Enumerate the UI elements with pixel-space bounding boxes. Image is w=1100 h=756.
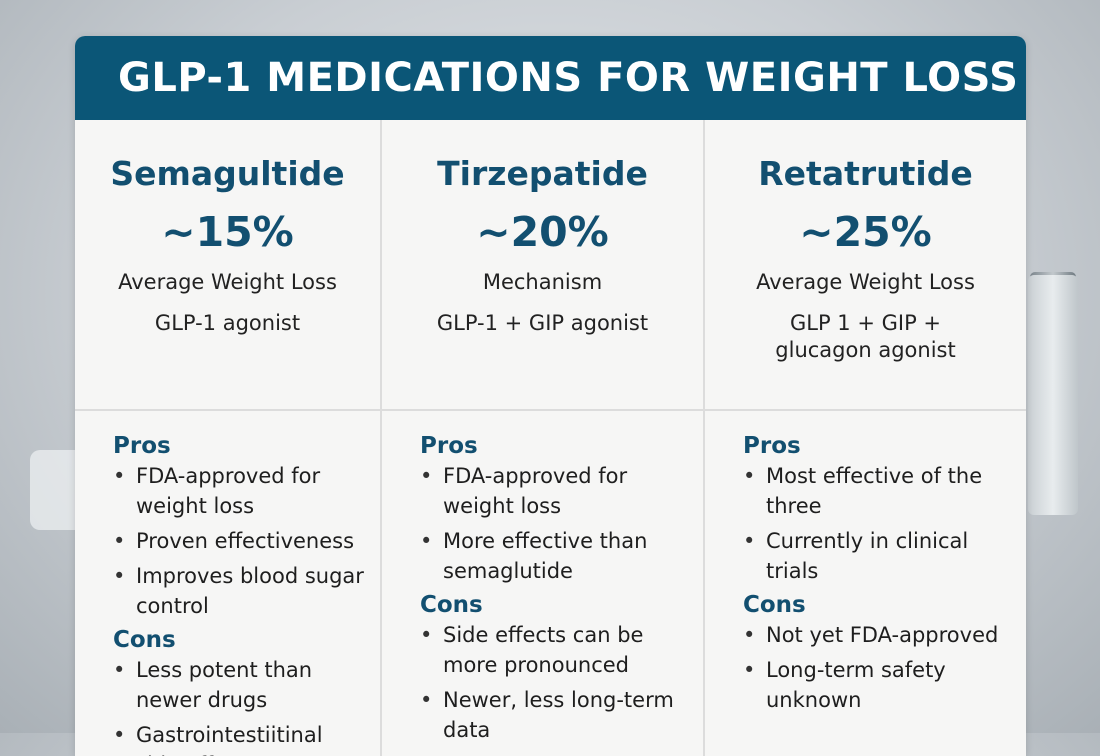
pros-item: Improves blood sugar control	[113, 561, 380, 621]
pros-list: Most effective of the threeCurrently in …	[743, 461, 1026, 586]
pros-heading: Pros	[743, 433, 801, 459]
drug-summary: Semagultide ~15% Average Weight Loss GLP…	[75, 154, 380, 411]
mechanism: GLP-1 agonist	[154, 311, 301, 335]
infographic-card: GLP-1 MEDICATIONS FOR WEIGHT LOSS Semagu…	[75, 36, 1026, 756]
vial-image	[1028, 275, 1078, 515]
cons-heading: Cons	[743, 592, 806, 618]
drug-name: Retatrutide	[758, 154, 973, 193]
cons-item: Long-term safety unknown	[743, 655, 1026, 715]
cons-list: Not yet FDA-approved Long-term safety unk…	[743, 620, 1026, 715]
cons-item: Gastrointestiitinal side effects	[113, 720, 380, 756]
drug-column: Semagultide ~15% Average Weight Loss GLP…	[75, 120, 382, 756]
weight-loss-percent: ~25%	[799, 208, 932, 256]
pros-heading: Pros	[113, 433, 171, 459]
pros-item: Currently in clinical trials	[743, 526, 1026, 586]
drug-subtitle: Average Weight Loss	[118, 270, 337, 294]
pros-item: Proven effectiveness	[113, 526, 380, 556]
drug-subtitle: Average Weight Loss	[756, 270, 975, 294]
mechanism: GLP 1 + GIP + glucagon agonist	[775, 311, 956, 362]
cons-heading: Cons	[113, 627, 176, 653]
drug-subtitle: Mechanism	[482, 270, 603, 294]
page-title: GLP-1 MEDICATIONS FOR WEIGHT LOSS	[118, 55, 1019, 101]
pros-item: Most effective of the three	[743, 461, 1026, 521]
drug-column: Tirzepatide ~20% Mechanism GLP-1 + GIP a…	[382, 120, 705, 756]
mechanism: GLP-1 + GIP agonist	[436, 311, 649, 335]
pros-list: FDA-approved for weight loss Proven effec…	[113, 461, 380, 621]
pros-item: More effective than semaglutide	[420, 526, 703, 586]
cons-item: Not yet FDA-approved	[743, 620, 1026, 650]
drug-summary: Retatrutide ~25% Average Weight Loss GLP…	[705, 154, 1026, 411]
weight-loss-percent: ~15%	[161, 208, 294, 256]
cons-item: Newer, less long-term data	[420, 685, 703, 745]
cons-list: Side effects can be more pronouncedNewer…	[420, 620, 703, 745]
weight-loss-percent: ~20%	[476, 208, 609, 256]
drug-name: Tirzepatide	[437, 154, 648, 193]
cons-item: Side effects can be more pronounced	[420, 620, 703, 680]
pros-item: FDA-approved for weight loss	[420, 461, 703, 521]
cons-item: Less potent than newer drugs	[113, 655, 380, 715]
pros-item: FDA-approved for weight loss	[113, 461, 380, 521]
cons-heading: Cons	[420, 592, 483, 618]
drug-column: Retatrutide ~25% Average Weight Loss GLP…	[705, 120, 1026, 756]
title-banner: GLP-1 MEDICATIONS FOR WEIGHT LOSS	[75, 36, 1026, 120]
cons-list: Less potent than newer drugs Gastrointest…	[113, 655, 380, 756]
drug-name: Semagultide	[110, 154, 345, 193]
pros-heading: Pros	[420, 433, 478, 459]
pros-list: FDA-approved for weight lossMore effecti…	[420, 461, 703, 586]
drug-summary: Tirzepatide ~20% Mechanism GLP-1 + GIP a…	[382, 154, 703, 411]
